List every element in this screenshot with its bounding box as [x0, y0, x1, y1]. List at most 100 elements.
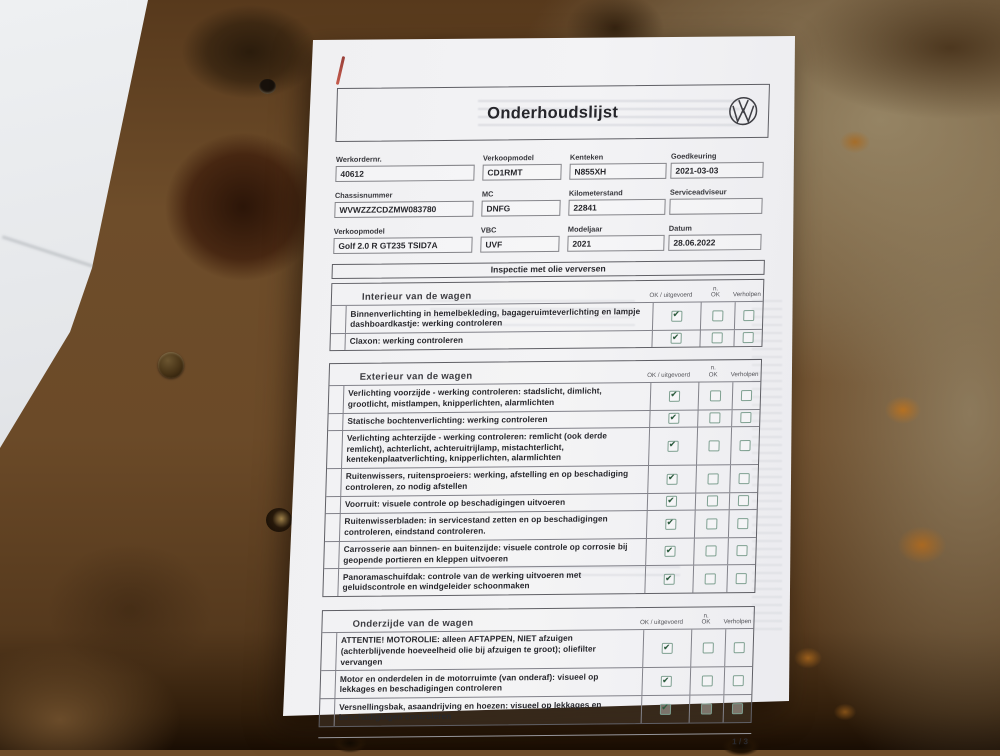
nok-checkbox	[706, 495, 719, 507]
verholpen-checkbox	[740, 389, 753, 401]
verholpen-cell	[733, 329, 762, 347]
field-value: CD1RMT	[482, 163, 562, 181]
field-value: 22841	[568, 198, 666, 216]
ok-cell	[647, 465, 697, 493]
checklist-row: Motor en onderdelen in de motorruimte (v…	[320, 666, 753, 699]
verholpen-cell	[733, 301, 763, 329]
checklist-row: Ruitenwissers, ruitensproeiers: werking,…	[326, 463, 759, 496]
nok-checkbox	[707, 473, 719, 485]
nok-checkbox	[702, 642, 714, 654]
row-text: Verlichting voorzijde - werking controle…	[347, 385, 602, 409]
nok-cell	[690, 629, 726, 667]
field-label: Serviceadviseur	[669, 187, 727, 197]
row-gutter	[324, 513, 341, 541]
column-header-nok-line2: OK	[710, 291, 720, 299]
row-text: ATTENTIE! MOTOROLIE: alleen AFTAPPEN, NI…	[340, 633, 597, 667]
section-onderzijde: Onderzijde van de wagen OK / uitgevoerd …	[318, 605, 755, 727]
ok-cell	[651, 330, 700, 347]
row-text: Carrosserie aan binnen- en buitenzijde: …	[343, 541, 628, 565]
ink-bleed-through	[752, 300, 782, 630]
inspection-banner: Inspectie met olie verversen	[331, 259, 765, 280]
verholpen-checkbox	[743, 309, 755, 321]
verholpen-checkbox	[731, 703, 744, 715]
ok-cell	[651, 302, 701, 330]
field-label: Modeljaar	[567, 224, 603, 234]
field-value	[669, 197, 763, 215]
field-label: Kilometerstand	[568, 188, 623, 198]
section-interieur: Interieur van de wagen OK / uitgevoerd n…	[329, 278, 765, 351]
ok-checkbox	[664, 546, 676, 558]
field-value: 2021	[567, 234, 665, 252]
column-header-ok: OK / uitgevoerd	[649, 291, 693, 300]
nok-checkbox	[704, 573, 716, 585]
verholpen-cell	[726, 565, 756, 593]
nok-cell	[697, 409, 732, 427]
verholpen-cell	[729, 464, 759, 492]
ok-cell	[641, 667, 691, 696]
section-title: Exterieur van de wagen	[359, 370, 473, 383]
row-gutter	[320, 671, 337, 699]
nok-cell	[697, 382, 733, 410]
field-vbc: VBC UVF	[480, 225, 560, 253]
nok-cell	[688, 695, 724, 723]
nok-cell	[695, 465, 731, 493]
row-gutter	[328, 413, 344, 430]
ok-cell	[642, 629, 692, 668]
verholpen-checkbox	[738, 472, 750, 485]
field-label: MC	[481, 189, 494, 199]
row-gutter	[330, 333, 346, 350]
nok-cell	[692, 565, 728, 593]
verholpen-cell	[731, 381, 761, 409]
field-value: UVF	[480, 235, 560, 253]
column-header-nok: n. OK	[689, 612, 722, 627]
verholpen-cell	[730, 426, 760, 465]
column-header-verholpen: Verholpen	[732, 291, 761, 299]
verholpen-cell	[724, 628, 754, 667]
nok-cell	[694, 492, 730, 510]
verholpen-checkbox	[732, 675, 744, 687]
maintenance-checklist-document: Onderhoudslijst Werkordernr. 40612 Verko…	[317, 83, 770, 750]
ok-checkbox	[661, 642, 673, 655]
row-text: Verlichting achterzijde - werking contro…	[346, 430, 608, 465]
ok-checkbox	[667, 440, 679, 452]
row-text: Ruitenwisserbladen: in servicestand zett…	[344, 513, 608, 537]
section-title: Interieur van de wagen	[361, 290, 472, 303]
nok-cell	[693, 537, 728, 565]
field-modeljaar: Modeljaar 2021	[567, 224, 665, 252]
checklist-row: Panoramaschuifdak: controle van de werki…	[323, 564, 756, 597]
verholpen-checkbox	[733, 642, 745, 654]
nok-checkbox	[711, 332, 723, 344]
row-gutter	[325, 496, 342, 513]
ink-bleed-through	[500, 566, 680, 576]
field-value: WVWZZZCDZMW083780	[334, 200, 474, 218]
nok-checkbox	[709, 390, 722, 402]
page-number: 1 / 3	[731, 736, 749, 746]
row-gutter	[319, 699, 336, 726]
ink-bleed-through	[478, 100, 740, 132]
row-text: Claxon: werking controleren	[349, 335, 464, 347]
ok-cell	[645, 510, 695, 538]
verholpen-checkbox	[737, 495, 750, 507]
verholpen-cell	[722, 695, 752, 723]
field-kenteken: Kenteken N855XH	[569, 152, 667, 180]
field-verkoopmodel-code: Verkoopmodel CD1RMT	[482, 153, 562, 181]
field-value: Golf 2.0 R GT235 TSID7A	[333, 236, 473, 254]
ok-checkbox	[668, 412, 680, 424]
column-header-ok: OK / uitgevoerd	[639, 618, 684, 627]
field-label: Chassisnummer	[334, 190, 393, 201]
verholpen-checkbox	[735, 573, 747, 585]
checklist-row: ATTENTIE! MOTOROLIE: alleen AFTAPPEN, NI…	[321, 627, 754, 671]
verholpen-cell	[727, 537, 756, 565]
column-header-nok-line2: OK	[708, 371, 718, 379]
row-text: Statische bochtenverlichting: werking co…	[347, 414, 548, 426]
checklist-row: Ruitenwisserbladen: in servicestand zett…	[324, 508, 757, 541]
column-header-nok-line2: OK	[701, 618, 711, 626]
ok-checkbox	[668, 390, 681, 402]
field-label: Werkordernr.	[335, 154, 382, 165]
column-header-verholpen: Verholpen	[730, 371, 759, 379]
verholpen-cell	[728, 492, 758, 510]
title-box: Onderhoudslijst	[335, 83, 770, 143]
section-title: Onderzijde van de wagen	[352, 617, 474, 630]
field-kilometerstand: Kilometerstand 22841	[568, 188, 666, 216]
column-header-nok: n. OK	[699, 285, 732, 300]
